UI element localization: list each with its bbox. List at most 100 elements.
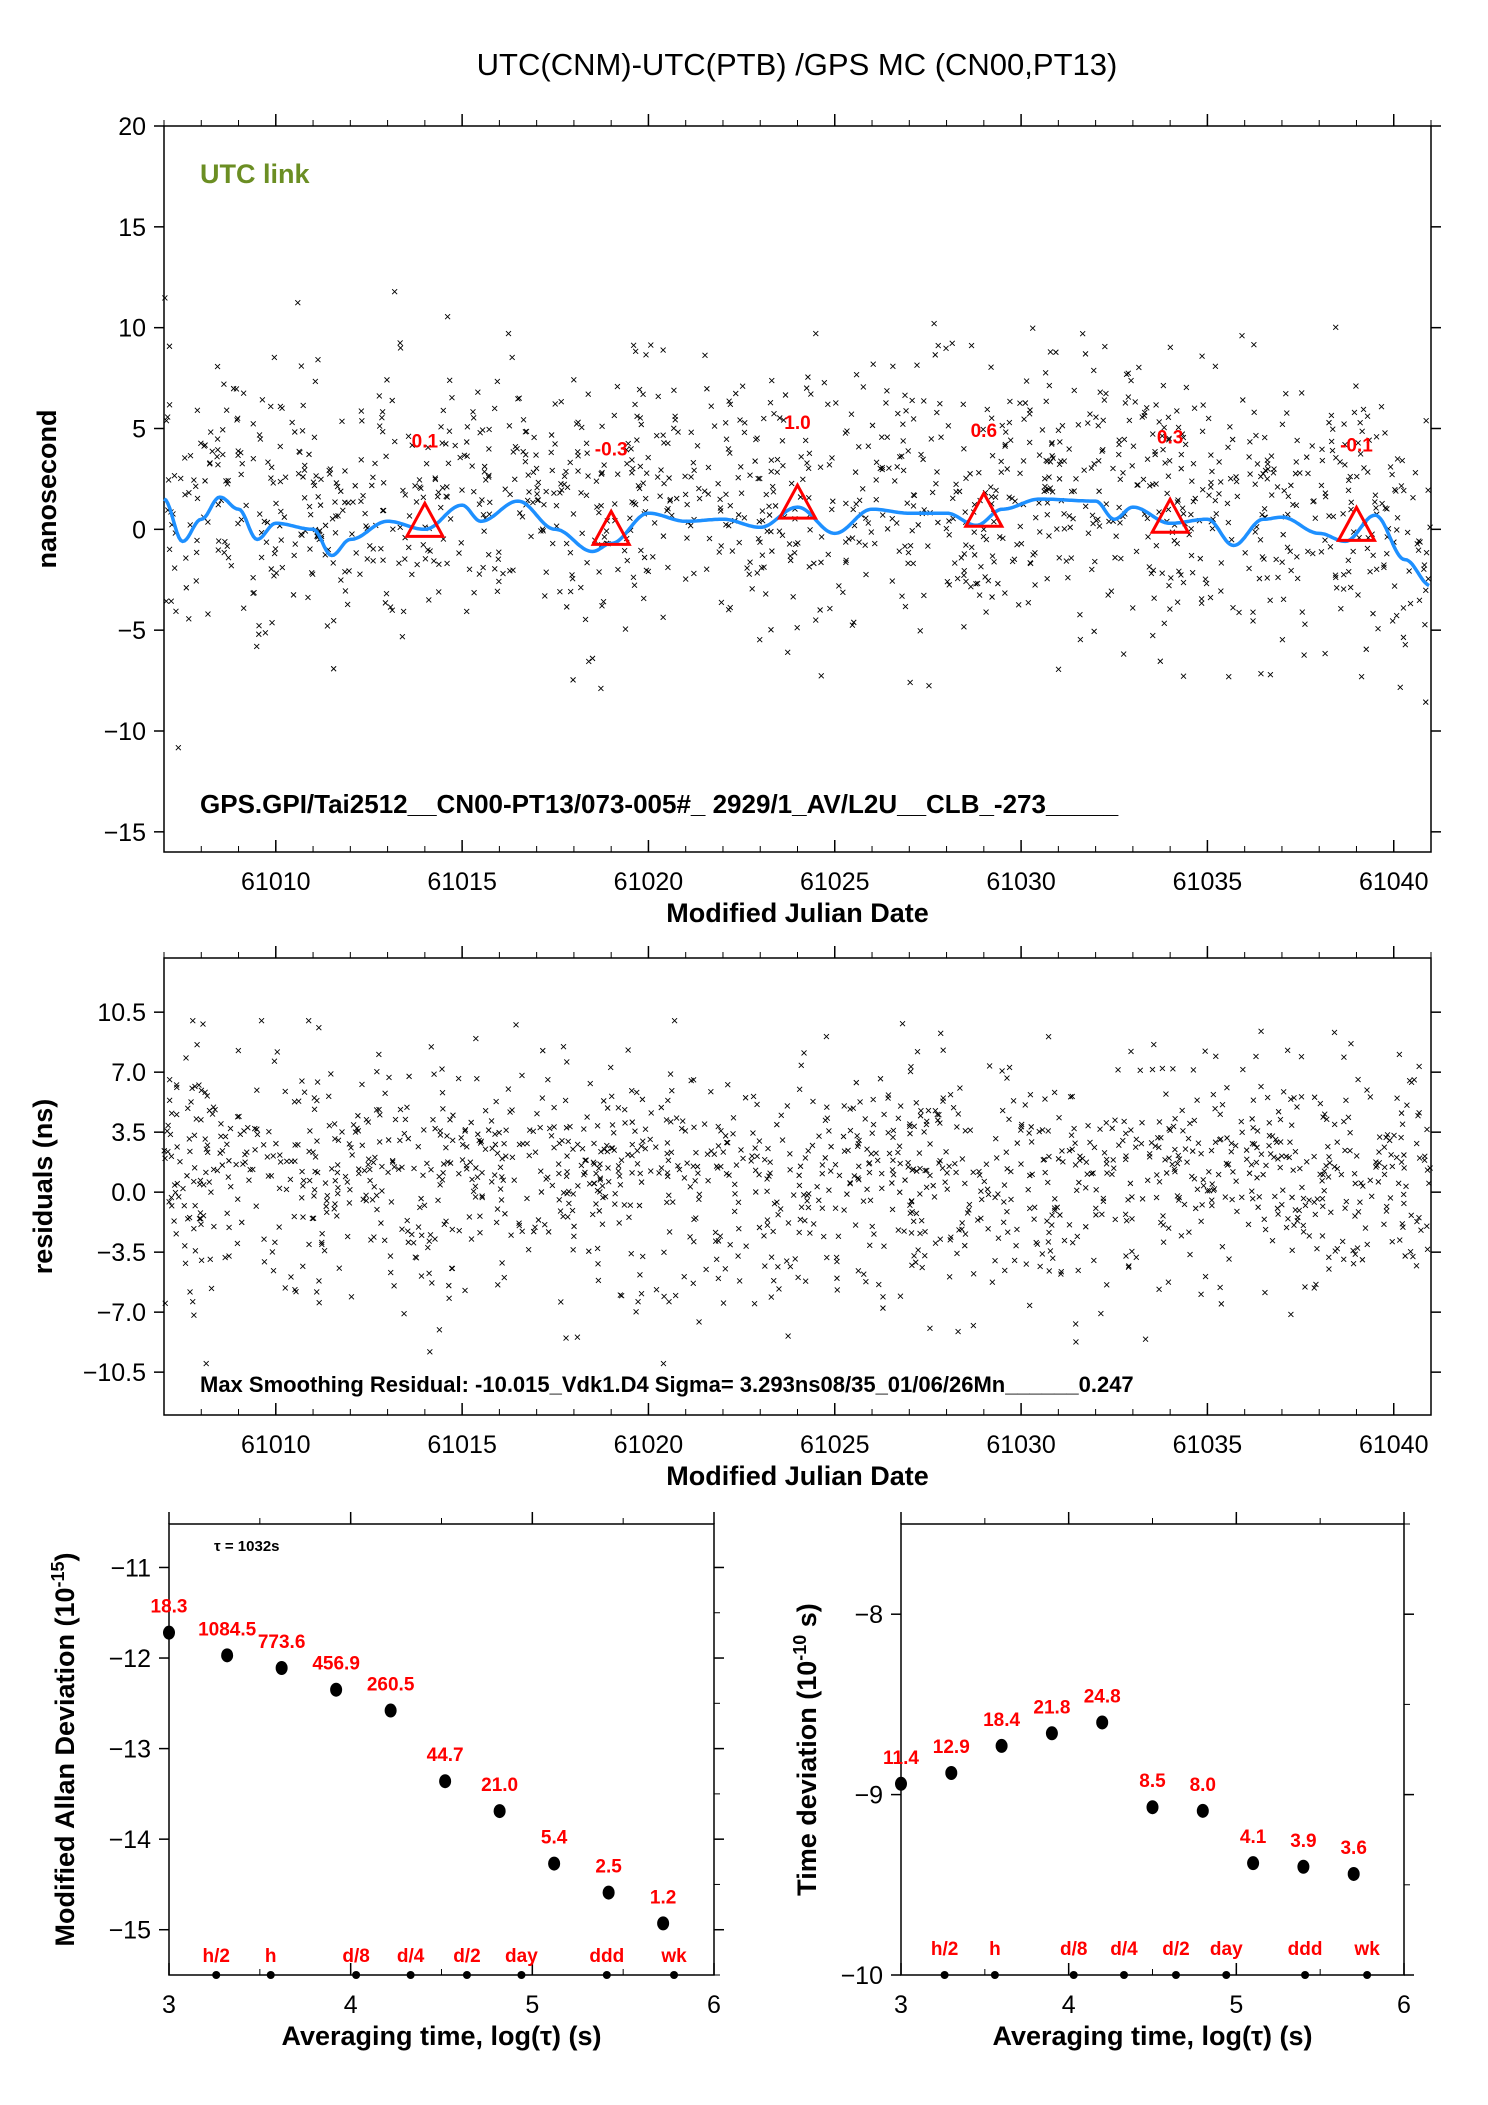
- scatter-point: [1347, 1147, 1353, 1154]
- scatter-point: [681, 1273, 688, 1280]
- scatter-point: [265, 459, 271, 466]
- scatter-point: [183, 584, 190, 591]
- scatter-point: [560, 1190, 567, 1196]
- scatter-point: [1045, 1128, 1052, 1134]
- scatter-point: [703, 566, 710, 572]
- scatter-point: [742, 1094, 749, 1101]
- x-tick-label: 61040: [1359, 868, 1429, 896]
- scatter-point: [622, 1120, 628, 1126]
- scatter-point: [1256, 1194, 1263, 1200]
- scatter-point: [906, 1123, 913, 1130]
- scatter-point: [665, 1157, 672, 1164]
- scatter-point: [533, 452, 539, 458]
- scatter-point: [1071, 387, 1078, 394]
- scatter-point: [1125, 394, 1132, 400]
- scatter-point: [690, 1163, 697, 1169]
- scatter-point: [988, 493, 995, 500]
- scatter-point: [1280, 596, 1287, 603]
- scatter-point: [1002, 441, 1009, 448]
- y-tick-label: −9: [854, 1782, 883, 1810]
- scatter-point: [469, 1176, 475, 1183]
- scatter-point: [270, 1267, 277, 1274]
- scatter-point: [312, 1168, 318, 1175]
- x-axis-label: Averaging time, log(τ) (s): [281, 2021, 601, 2051]
- scatter-point: [1288, 1096, 1294, 1103]
- scatter-point: [594, 504, 600, 510]
- data-label: 12.9: [933, 1737, 970, 1758]
- scatter-point: [780, 462, 786, 469]
- scatter-point: [850, 619, 857, 626]
- scatter-point: [530, 1128, 537, 1135]
- scatter-point: [1299, 609, 1306, 615]
- scatter-point: [1233, 1178, 1239, 1185]
- scatter-point: [911, 1123, 918, 1130]
- scatter-point: [910, 560, 917, 567]
- data-point: [1096, 1715, 1109, 1730]
- scatter-point: [1357, 1199, 1363, 1205]
- scatter-point: [666, 1229, 673, 1235]
- scatter-point: [228, 562, 235, 569]
- scatter-point: [530, 469, 537, 476]
- scatter-point: [1162, 460, 1168, 466]
- scatter-point: [1288, 567, 1294, 574]
- scatter-point: [915, 1247, 921, 1253]
- scatter-point: [1285, 493, 1292, 500]
- scatter-point: [234, 1113, 241, 1120]
- scatter-point: [1198, 1150, 1204, 1157]
- scatter-point: [1095, 457, 1102, 464]
- scatter-point: [918, 1217, 925, 1224]
- scatter-point: [1158, 1134, 1164, 1141]
- scatter-point: [1348, 499, 1355, 506]
- scatter-point: [551, 1144, 557, 1151]
- scatter-point: [1200, 1177, 1207, 1183]
- scatter-point: [1300, 1222, 1307, 1229]
- scatter-point: [1099, 446, 1106, 453]
- scatter-point: [565, 1138, 572, 1145]
- scatter-point: [909, 1262, 915, 1269]
- scatter-point: [1139, 1196, 1146, 1202]
- scatter-point: [1082, 351, 1089, 357]
- scatter-point: [715, 1123, 722, 1130]
- scatter-point: [1348, 1040, 1354, 1047]
- scatter-point: [792, 1256, 799, 1262]
- scatter-point: [696, 485, 702, 492]
- scatter-point: [1073, 476, 1079, 482]
- scatter-point: [1007, 437, 1014, 444]
- scatter-point: [1387, 464, 1394, 470]
- scatter-point: [1229, 436, 1236, 443]
- scatter-point: [278, 537, 285, 543]
- scatter-point: [1059, 422, 1066, 429]
- scatter-point: [752, 458, 758, 464]
- scatter-point: [736, 539, 743, 546]
- scatter-point: [311, 1193, 317, 1199]
- scatter-point: [755, 475, 761, 482]
- scatter-point: [1362, 1225, 1369, 1231]
- scatter-point: [1146, 483, 1153, 489]
- scatter-point: [1234, 493, 1241, 500]
- scatter-point: [209, 1111, 216, 1117]
- scatter-point: [401, 556, 408, 562]
- scatter-point: [1175, 1197, 1182, 1203]
- scatter-point: [444, 1133, 450, 1139]
- scatter-point: [1014, 541, 1020, 548]
- scatter-point: [307, 511, 314, 518]
- scatter-point: [855, 1163, 862, 1170]
- scatter-point: [651, 520, 658, 526]
- scatter-point: [589, 1211, 596, 1218]
- scatter-point: [661, 1249, 667, 1256]
- scatter-point: [847, 1127, 854, 1134]
- scatter-point: [902, 543, 908, 550]
- scatter-point: [464, 423, 471, 430]
- scatter-point: [584, 559, 590, 566]
- scatter-point: [494, 1150, 501, 1157]
- scatter-point: [330, 665, 337, 672]
- scatter-point: [1109, 1171, 1115, 1178]
- scatter-point: [1218, 560, 1225, 566]
- scatter-point: [222, 1254, 228, 1261]
- scatter-point: [1122, 400, 1129, 406]
- scatter-point: [311, 1187, 318, 1193]
- scatter-point: [845, 1147, 851, 1154]
- scatter-point: [743, 1243, 749, 1250]
- scatter-point: [334, 1190, 341, 1197]
